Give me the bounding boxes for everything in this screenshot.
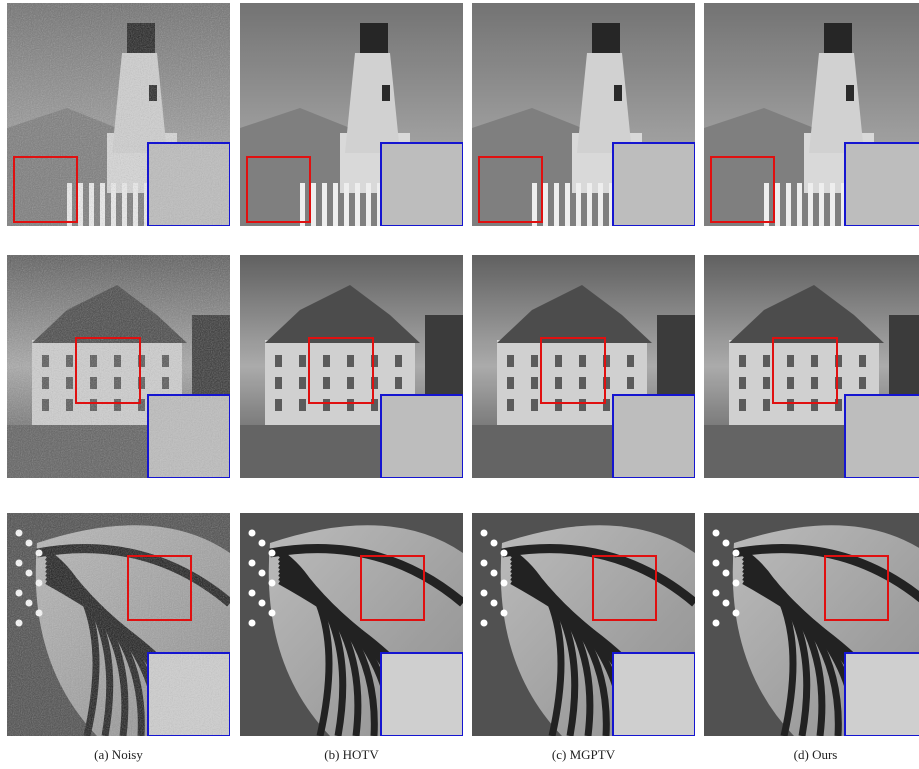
image-panel (472, 513, 695, 736)
zoom-inset (613, 653, 695, 736)
image-panel (704, 3, 919, 226)
caption: (b) HOTV (324, 747, 379, 762)
zoom-inset (381, 143, 463, 226)
zoom-inset (613, 143, 695, 226)
inset-noise (149, 144, 229, 225)
image-panel (472, 255, 695, 478)
caption: (a) Noisy (94, 747, 143, 762)
zoom-inset (845, 395, 919, 478)
inset-noise (149, 396, 229, 477)
image-panel (240, 513, 463, 736)
zoom-inset (381, 653, 463, 736)
image-panel (240, 255, 463, 478)
image-panel (704, 513, 919, 736)
image-panel (240, 3, 463, 226)
image-panel (7, 255, 230, 478)
zoom-inset (845, 143, 919, 226)
caption: (d) Ours (794, 747, 838, 762)
image-panel (704, 255, 919, 478)
inset-noise (149, 654, 229, 735)
figure: (a) Noisy (b) HOTV (c) MGPTV (d) Ours (0, 0, 919, 769)
zoom-inset (845, 653, 919, 736)
image-panel (7, 513, 230, 736)
zoom-inset (381, 395, 463, 478)
image-panel (7, 3, 230, 226)
caption: (c) MGPTV (552, 747, 616, 762)
page: (a) Noisy(b) HOTV(c) MGPTV(d) Ours (() =… (0, 0, 919, 769)
zoom-inset (613, 395, 695, 478)
image-panel (472, 3, 695, 226)
